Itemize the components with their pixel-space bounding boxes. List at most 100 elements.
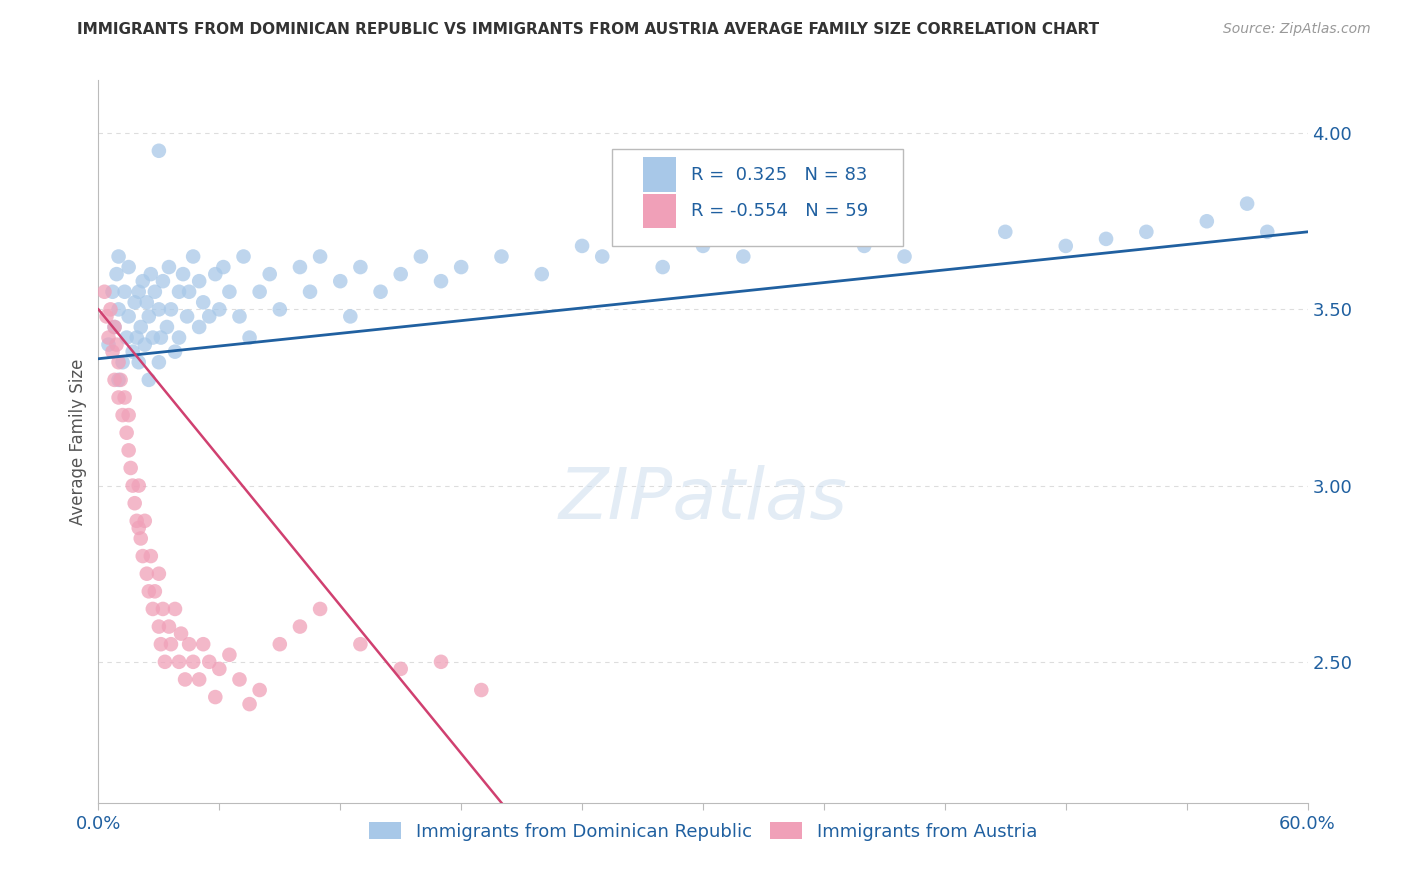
Point: [204, 267, 226, 281]
Point: [181, 655, 204, 669]
Point: [239, 697, 262, 711]
Point: [259, 267, 281, 281]
Legend: Immigrants from Dominican Republic, Immigrants from Austria: Immigrants from Dominican Republic, Immi…: [361, 815, 1045, 848]
Point: [288, 619, 311, 633]
Point: [132, 274, 155, 288]
Point: [733, 250, 755, 264]
Point: [103, 373, 125, 387]
Point: [491, 250, 513, 264]
Point: [167, 655, 190, 669]
Point: [193, 295, 215, 310]
Point: [128, 355, 150, 369]
Point: [138, 584, 160, 599]
Point: [181, 250, 204, 264]
Point: [128, 285, 150, 299]
Point: [228, 310, 250, 324]
Point: [114, 391, 136, 405]
Point: [218, 648, 240, 662]
Point: [160, 302, 183, 317]
Point: [269, 302, 291, 317]
Point: [853, 239, 876, 253]
Point: [142, 330, 165, 344]
Point: [1054, 239, 1077, 253]
Point: [167, 285, 190, 299]
Y-axis label: Average Family Size: Average Family Size: [69, 359, 87, 524]
Point: [100, 302, 122, 317]
Point: [349, 637, 371, 651]
Point: [208, 662, 231, 676]
Text: Source: ZipAtlas.com: Source: ZipAtlas.com: [1223, 22, 1371, 37]
Point: [152, 274, 174, 288]
Point: [128, 478, 150, 492]
Point: [124, 295, 146, 310]
Point: [994, 225, 1017, 239]
Point: [174, 673, 197, 687]
Point: [143, 584, 166, 599]
Point: [188, 274, 211, 288]
Point: [179, 285, 201, 299]
Point: [157, 260, 180, 274]
Point: [124, 496, 146, 510]
Point: [176, 310, 198, 324]
Point: [118, 443, 141, 458]
Point: [232, 250, 254, 264]
Point: [651, 260, 673, 274]
Point: [793, 232, 815, 246]
Point: [1236, 196, 1258, 211]
Point: [163, 344, 186, 359]
Point: [148, 355, 170, 369]
Point: [204, 690, 226, 704]
Point: [107, 355, 129, 369]
Point: [470, 683, 492, 698]
Point: [125, 330, 148, 344]
Point: [149, 637, 172, 651]
Point: [239, 330, 262, 344]
Point: [138, 373, 160, 387]
Point: [430, 274, 453, 288]
Point: [1095, 232, 1118, 246]
Point: [329, 274, 352, 288]
Point: [249, 683, 271, 698]
Point: [530, 267, 553, 281]
Point: [105, 337, 128, 351]
Point: [118, 260, 141, 274]
Point: [148, 619, 170, 633]
Point: [339, 310, 361, 324]
Point: [249, 285, 271, 299]
Point: [160, 637, 183, 651]
Point: [179, 637, 201, 651]
Point: [101, 285, 124, 299]
Point: [115, 330, 138, 344]
Point: [198, 310, 221, 324]
Point: [107, 302, 129, 317]
Point: [107, 373, 129, 387]
Point: [121, 478, 143, 492]
Point: [120, 461, 142, 475]
Point: [143, 285, 166, 299]
Point: [118, 310, 141, 324]
Point: [299, 285, 322, 299]
Point: [149, 330, 172, 344]
Point: [111, 408, 134, 422]
Point: [193, 637, 215, 651]
Point: [129, 532, 152, 546]
Point: [1195, 214, 1218, 228]
Point: [218, 285, 240, 299]
Point: [139, 267, 162, 281]
FancyBboxPatch shape: [613, 149, 903, 246]
Point: [893, 250, 915, 264]
Point: [103, 320, 125, 334]
Point: [450, 260, 472, 274]
Point: [692, 239, 714, 253]
Point: [1256, 225, 1278, 239]
Point: [134, 337, 156, 351]
Point: [128, 521, 150, 535]
Point: [172, 267, 194, 281]
Point: [309, 602, 332, 616]
Text: ZIPatlas: ZIPatlas: [558, 465, 848, 533]
Point: [163, 602, 186, 616]
Text: IMMIGRANTS FROM DOMINICAN REPUBLIC VS IMMIGRANTS FROM AUSTRIA AVERAGE FAMILY SIZ: IMMIGRANTS FROM DOMINICAN REPUBLIC VS IM…: [77, 22, 1099, 37]
Point: [138, 310, 160, 324]
Point: [114, 285, 136, 299]
Point: [288, 260, 311, 274]
